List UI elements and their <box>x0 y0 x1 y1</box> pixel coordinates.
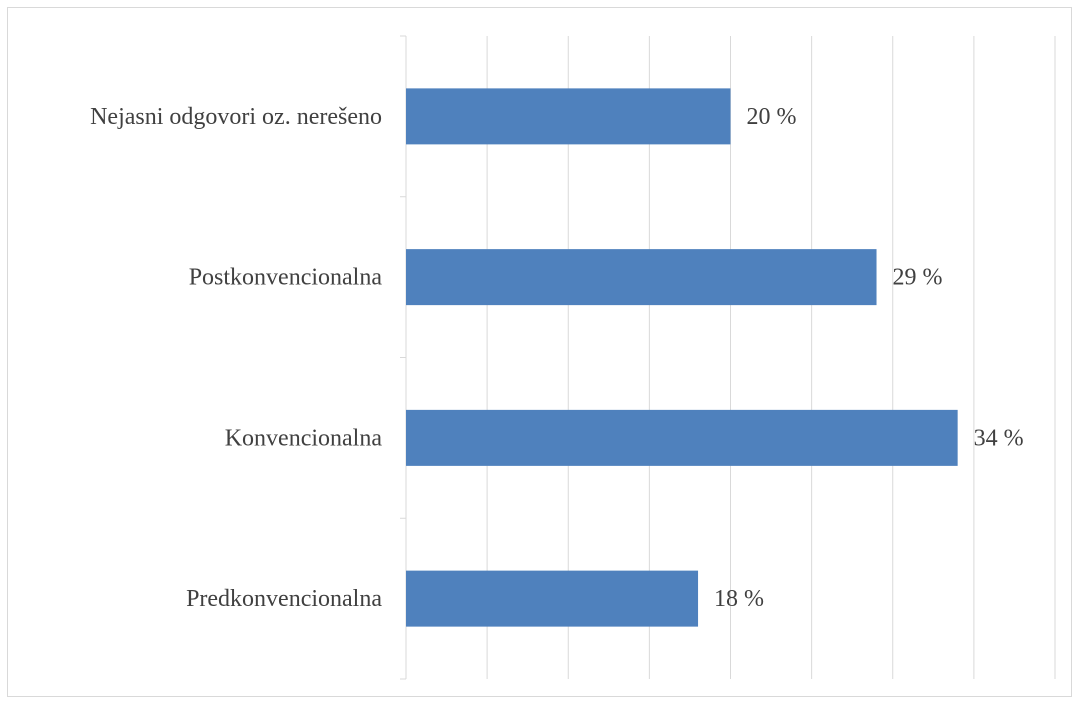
bar <box>406 88 731 145</box>
bar <box>406 249 877 306</box>
bar <box>406 409 958 466</box>
data-label: 18 % <box>714 586 764 612</box>
y-tick-label: Predkonvencionalna <box>186 586 382 612</box>
y-tick-label: Nejasni odgovori oz. nerešeno <box>90 104 382 130</box>
data-label: 29 % <box>893 265 943 291</box>
y-tick-label: Konvencionalna <box>225 425 383 451</box>
data-label: 34 % <box>974 425 1024 451</box>
bar <box>406 570 699 627</box>
y-tick-label: Postkonvencionalna <box>189 265 383 291</box>
data-label: 20 % <box>747 104 797 130</box>
